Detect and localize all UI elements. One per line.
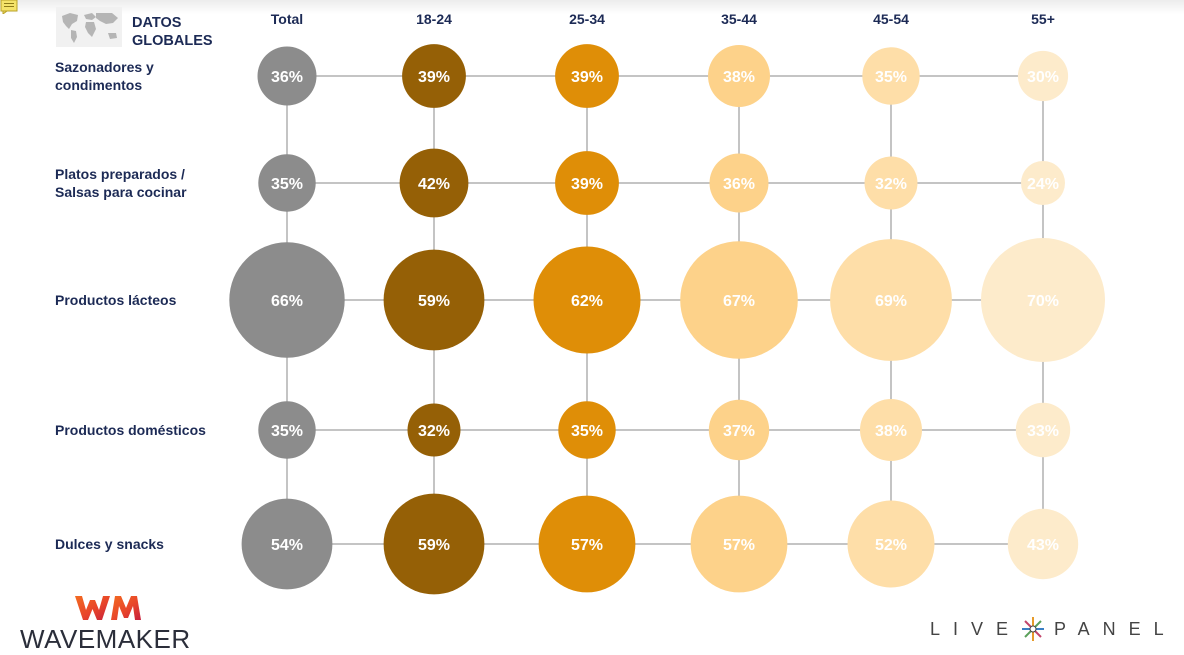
bubble — [558, 401, 616, 459]
livepanel-star-icon — [1022, 617, 1044, 641]
page-title-line2: GLOBALES — [132, 33, 213, 49]
bubble — [533, 246, 641, 354]
row-label: Platos preparados / — [55, 166, 185, 182]
bubble-value-label: 70% — [1027, 293, 1059, 310]
bubble — [1015, 402, 1071, 458]
bubble-value-label: 35% — [571, 423, 603, 440]
bubble-value-label: 32% — [418, 423, 450, 440]
row-label: Productos domésticos — [55, 422, 206, 438]
bubble — [407, 403, 461, 457]
bubble-value-label: 57% — [571, 537, 603, 554]
bubble-value-label: 52% — [875, 537, 907, 554]
bubble-value-label: 54% — [271, 537, 303, 554]
bubble-value-label: 43% — [1027, 537, 1059, 554]
bubble — [383, 249, 485, 351]
bubble-value-label: 66% — [271, 293, 303, 310]
bubble — [864, 156, 918, 210]
bubble — [258, 154, 316, 212]
page-title: DATOS GLOBALES — [132, 14, 242, 50]
bubble-value-label: 39% — [418, 69, 450, 86]
bubble — [241, 498, 333, 590]
bubble-value-label: 42% — [418, 176, 450, 193]
livepanel-right-text: PANEL — [1054, 619, 1177, 639]
row-label: Productos lácteos — [55, 292, 177, 308]
bubble-value-label: 59% — [418, 293, 450, 310]
row-label: Sazonadores y — [55, 59, 154, 75]
bubble-value-label: 39% — [571, 176, 603, 193]
world-map-icon — [56, 7, 122, 47]
bubble — [680, 241, 798, 359]
top-bar — [0, 0, 1184, 14]
bubble-value-label: 67% — [723, 293, 755, 310]
bubble-value-label: 36% — [271, 69, 303, 86]
bubble-value-label: 33% — [1027, 423, 1059, 440]
bubble — [862, 47, 920, 105]
row-label: Dulces y snacks — [55, 536, 164, 552]
row-label: condimentos — [55, 77, 142, 93]
bubble-value-label: 38% — [875, 423, 907, 440]
bubble-value-label: 57% — [723, 537, 755, 554]
bubble — [538, 495, 636, 593]
wavemaker-wordmark: WAVEMAKER — [20, 624, 191, 654]
bubble — [709, 153, 769, 213]
bubble — [555, 151, 619, 215]
bubble-value-label: 35% — [271, 423, 303, 440]
bubble — [708, 45, 770, 107]
bubble-value-label: 59% — [418, 537, 450, 554]
wavemaker-logo — [75, 596, 141, 620]
bubble — [402, 44, 466, 108]
bubble — [1017, 50, 1069, 102]
row-label: Salsas para cocinar — [55, 184, 187, 200]
bubble — [258, 401, 316, 459]
bubble-value-label: 35% — [271, 176, 303, 193]
bubble — [690, 495, 788, 593]
bubble — [383, 493, 485, 595]
bubble — [708, 399, 770, 461]
bubble-value-label: 37% — [723, 423, 755, 440]
bubble-value-label: 32% — [875, 176, 907, 193]
note-icon[interactable] — [0, 0, 18, 14]
livepanel-left-text: LIVE — [930, 619, 1022, 639]
bubble — [555, 44, 619, 108]
page-title-line1: DATOS — [132, 15, 182, 31]
bubble — [1007, 508, 1079, 580]
bubble-value-label: 24% — [1027, 176, 1059, 193]
bubble-value-label: 35% — [875, 69, 907, 86]
bubble — [1021, 161, 1065, 205]
bubble — [981, 238, 1105, 362]
bubble-value-label: 38% — [723, 69, 755, 86]
grid-lines — [286, 75, 1044, 545]
bubble — [847, 500, 935, 588]
bubble — [229, 242, 345, 358]
bubble — [399, 148, 469, 218]
bubble — [257, 46, 317, 106]
bubble-value-label: 69% — [875, 293, 907, 310]
bubble-value-label: 62% — [571, 293, 603, 310]
bubble — [860, 399, 922, 461]
bubble-value-label: 30% — [1027, 69, 1059, 86]
bubble-value-label: 39% — [571, 69, 603, 86]
bubble — [830, 239, 952, 361]
bubble-value-label: 36% — [723, 176, 755, 193]
